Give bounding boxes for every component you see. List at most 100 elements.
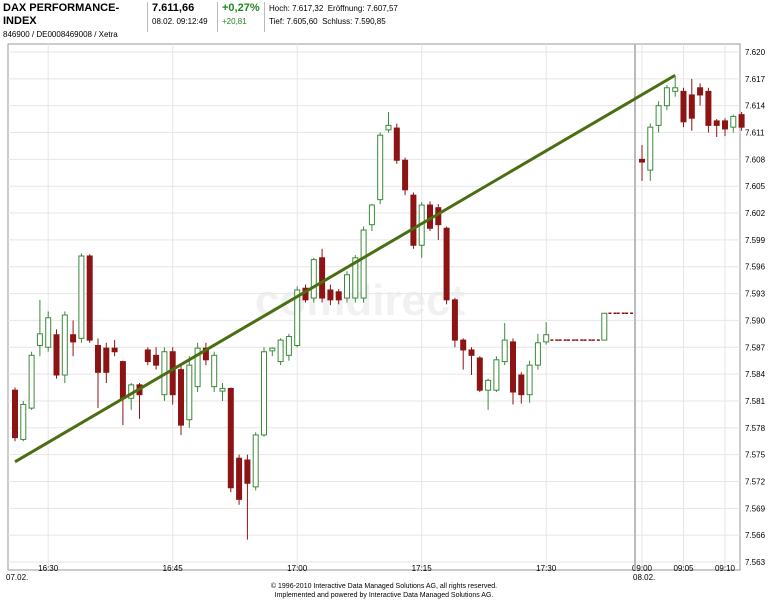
footer-line: Implemented and powered by Interactive D… (275, 592, 494, 599)
y-tick-label: 7.611 (745, 129, 765, 138)
y-tick-label: 7.590 (745, 316, 766, 325)
footer-line: © 1996-2010 Interactive Data Managed Sol… (271, 582, 497, 590)
candle-body (61, 314, 68, 376)
candle-body (510, 341, 516, 393)
y-tick-label: 7.566 (745, 531, 766, 540)
candle-body (12, 389, 18, 439)
candle-body (28, 354, 35, 409)
candle-body (86, 255, 93, 341)
y-tick-label: 7.605 (745, 182, 766, 191)
close: Schluss: 7.590,85 (322, 17, 386, 26)
change-pct: +0,27% (222, 2, 260, 14)
candle-body (70, 334, 77, 343)
y-tick-label: 7.608 (745, 155, 766, 164)
y-tick-label: 7.617 (745, 75, 766, 84)
candle-body (335, 291, 342, 301)
y-tick-label: 7.614 (745, 102, 766, 111)
low: Tief: 7.605,60 (269, 17, 318, 26)
candle-body (402, 159, 409, 191)
candle-body (53, 334, 60, 376)
candle-body (269, 347, 276, 352)
candle-body (360, 229, 367, 299)
candle-body (377, 134, 384, 201)
candle-body (468, 349, 475, 356)
open: Eröffnung: 7.607,57 (327, 4, 398, 13)
candle-body (688, 94, 695, 119)
y-tick-label: 7.572 (745, 477, 766, 486)
candle-body (186, 364, 193, 421)
candle-body (485, 379, 492, 391)
header: DAX PERFORMANCE-INDEX 846900 / DE00084690… (0, 0, 768, 39)
candle-body (368, 204, 375, 226)
change-abs: +20,81 (222, 17, 247, 26)
candle-body (277, 339, 284, 363)
candle-body (443, 227, 450, 301)
candle-body (647, 126, 654, 171)
candle-body (219, 387, 226, 392)
x-tick-label: 16:45 (163, 564, 184, 573)
candle-body (680, 90, 687, 123)
candle-body (310, 259, 317, 299)
candle-body (518, 374, 525, 396)
candle-body (211, 354, 218, 388)
candle-body (713, 120, 720, 126)
candle-body (534, 342, 541, 366)
y-tick-label: 7.563 (745, 558, 766, 567)
x-tick-label: 16:30 (38, 564, 59, 573)
candle-body (244, 459, 251, 484)
candle-body (655, 105, 662, 126)
y-tick-label: 7.602 (745, 209, 766, 218)
y-tick-label: 7.620 (745, 48, 766, 57)
y-tick-label: 7.593 (745, 290, 766, 299)
candle-body (227, 387, 234, 489)
x-tick-label: 09:00 (632, 564, 653, 573)
candle-body (601, 312, 608, 341)
candle-body (194, 347, 201, 388)
trendline (14, 73, 676, 464)
candle-body (451, 299, 458, 341)
y-tick-label: 7.575 (745, 451, 766, 460)
candle-body (663, 87, 670, 107)
candle-body (294, 289, 301, 346)
y-tick-label: 7.599 (745, 236, 766, 245)
candle-body (169, 351, 176, 396)
candle-body (697, 87, 704, 96)
candle-body (144, 349, 151, 363)
candle-body (460, 339, 467, 351)
candle-body (103, 347, 110, 373)
candle-body (476, 357, 483, 391)
y-tick-label: 7.578 (745, 424, 766, 433)
y-tick-label: 7.569 (745, 504, 766, 513)
x-tick-label: 17:30 (536, 564, 557, 573)
candle-body (327, 289, 334, 301)
x-tick-label: 09:10 (715, 564, 736, 573)
y-tick-label: 7.581 (745, 397, 766, 406)
y-tick-label: 7.587 (745, 343, 766, 352)
candle-body (319, 257, 326, 299)
candle-body (543, 334, 550, 343)
high: Hoch: 7.617,32 (269, 4, 324, 13)
plot-frame (7, 43, 741, 571)
candle-body (153, 354, 160, 366)
candle-body (45, 317, 52, 348)
candle-body (111, 347, 118, 353)
time: 08.02. 09:12:49 (152, 17, 208, 26)
candle-body (393, 127, 400, 161)
candle-body (236, 457, 243, 500)
candle-body (95, 344, 101, 373)
day-label: 07.02. (6, 573, 28, 582)
candle-body (78, 255, 85, 339)
y-tick-label: 7.584 (745, 370, 766, 379)
candle-body (252, 434, 259, 488)
candle-body (20, 404, 27, 440)
watermark: comdirect (255, 276, 466, 325)
candle-body (672, 87, 679, 92)
x-tick-label: 17:15 (412, 564, 433, 573)
x-tick-label: 17:00 (287, 564, 308, 573)
candle-body (385, 124, 392, 131)
candle-body (344, 274, 350, 299)
candle-body (178, 369, 184, 426)
candle-body (730, 115, 737, 128)
